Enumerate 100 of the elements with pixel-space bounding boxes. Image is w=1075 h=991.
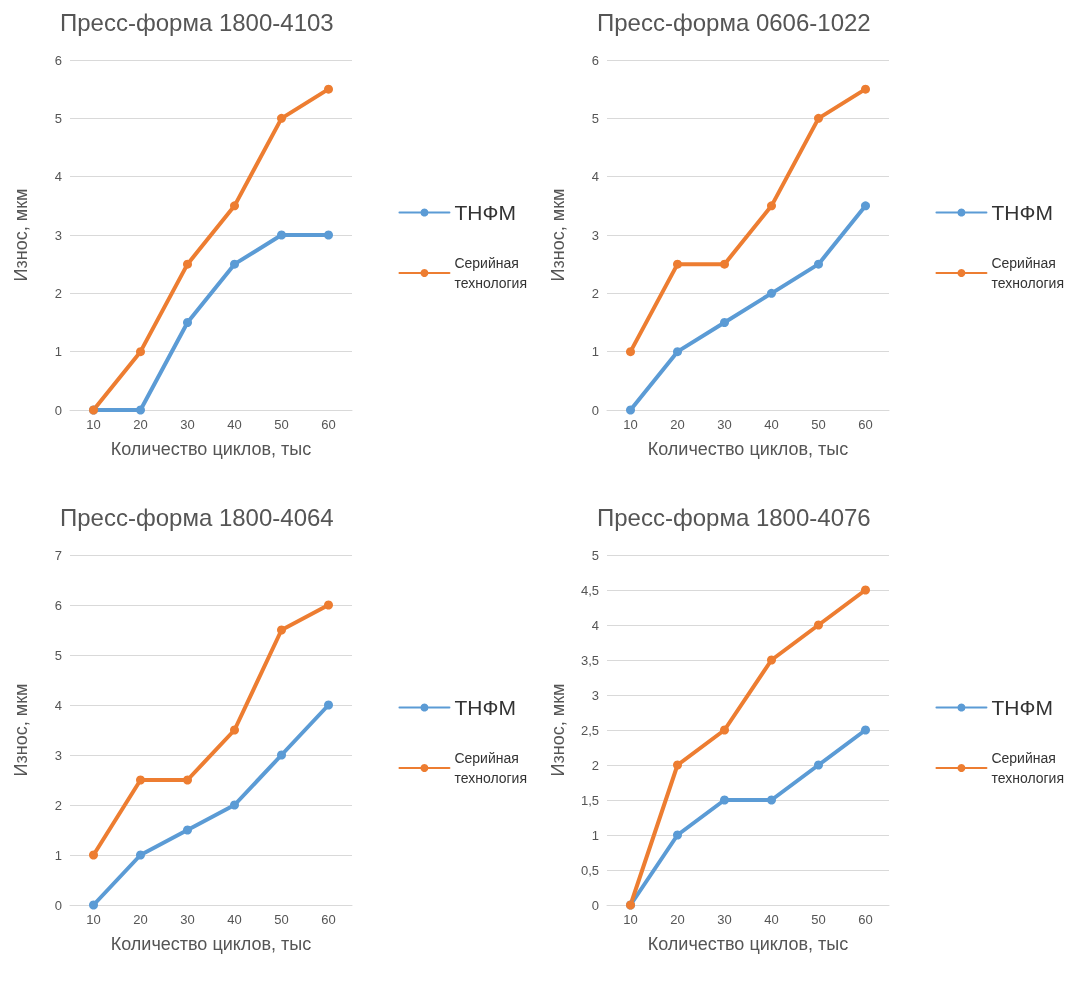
x-tick-label: 40 — [764, 912, 779, 927]
x-tick-label: 20 — [670, 912, 685, 927]
x-tick-label: 30 — [717, 912, 732, 927]
y-tick-label: 1 — [54, 847, 62, 863]
y-tick-label: 0 — [591, 897, 599, 913]
y-axis-title: Износ, мкм — [548, 188, 568, 282]
point — [230, 800, 239, 810]
y-tick-label: 4 — [54, 169, 62, 185]
chart-title: Пресс-форма 0606-1022 — [597, 8, 871, 36]
x-tick-label: 40 — [227, 417, 242, 432]
y-tick-label: 5 — [54, 110, 62, 126]
y-tick-label: 3 — [54, 747, 62, 763]
y-tick-label: 2 — [591, 757, 599, 773]
chart-title: Пресс-форма 1800-4076 — [597, 503, 871, 531]
y-tick-label: 3,5 — [580, 652, 599, 668]
y-tick-label: 4 — [591, 617, 599, 633]
x-tick-label: 10 — [86, 417, 101, 432]
point — [89, 900, 98, 910]
point — [277, 113, 286, 123]
legend-label: Серийная технология — [454, 750, 528, 786]
x-tick-label: 60 — [321, 417, 336, 432]
legend-label: ТНФМ — [991, 201, 1053, 224]
point — [626, 405, 635, 415]
point — [136, 405, 145, 415]
y-tick-label: 2,5 — [580, 722, 599, 738]
y-tick-label: 6 — [54, 52, 62, 68]
y-tick-label: 7 — [54, 547, 62, 563]
chart-title: Пресс-форма 1800-4103 — [60, 8, 334, 36]
point — [767, 288, 776, 298]
x-tick-label: 60 — [858, 417, 873, 432]
x-tick-label: 30 — [717, 417, 732, 432]
y-tick-label: 1,5 — [580, 792, 599, 808]
x-tick-label: 10 — [623, 417, 638, 432]
point — [673, 760, 682, 770]
y-tick-label: 0,5 — [580, 862, 599, 878]
point — [136, 775, 145, 785]
point — [861, 725, 870, 735]
point — [861, 201, 870, 211]
point — [277, 750, 286, 760]
y-tick-label: 4 — [54, 697, 62, 713]
y-tick-label: 2 — [54, 797, 62, 813]
y-tick-label: 5 — [591, 110, 599, 126]
y-tick-label: 6 — [54, 597, 62, 613]
point — [814, 259, 823, 269]
legend-label: Серийная технология — [454, 255, 528, 291]
point — [767, 795, 776, 805]
point — [89, 850, 98, 860]
point — [673, 259, 682, 269]
point — [720, 795, 729, 805]
point — [183, 259, 192, 269]
y-tick-label: 3 — [591, 227, 599, 243]
point — [230, 201, 239, 211]
y-tick-label: 5 — [591, 547, 599, 563]
y-tick-label: 4,5 — [580, 582, 599, 598]
point — [183, 318, 192, 327]
x-tick-label: 50 — [274, 912, 289, 927]
point — [720, 318, 729, 327]
point — [861, 84, 870, 94]
x-tick-label: 50 — [811, 912, 826, 927]
x-axis-title: Количество циклов, тыс — [110, 934, 312, 954]
point — [230, 725, 239, 735]
y-tick-label: 4 — [591, 169, 599, 185]
legend-label: ТНФМ — [454, 696, 516, 719]
x-axis-title: Количество циклов, тыс — [110, 439, 312, 459]
point — [324, 230, 333, 240]
point — [720, 725, 729, 735]
y-tick-label: 2 — [54, 285, 62, 301]
point — [183, 825, 192, 835]
y-tick-label: 6 — [591, 52, 599, 68]
point — [277, 625, 286, 635]
legend-label: Серийная технология — [991, 750, 1065, 786]
y-axis-title: Износ, мкм — [548, 683, 568, 777]
point — [673, 830, 682, 840]
point — [277, 230, 286, 240]
y-tick-label: 1 — [54, 344, 62, 360]
x-tick-label: 10 — [623, 912, 638, 927]
x-axis-title: Количество циклов, тыс — [647, 934, 849, 954]
legend-label: Серийная технология — [991, 255, 1065, 291]
x-tick-label: 50 — [274, 417, 289, 432]
x-tick-label: 30 — [180, 417, 195, 432]
x-tick-label: 40 — [764, 417, 779, 432]
point — [136, 850, 145, 860]
x-tick-label: 60 — [321, 912, 336, 927]
point — [324, 84, 333, 94]
point — [767, 201, 776, 211]
point — [324, 600, 333, 610]
y-tick-label: 3 — [591, 687, 599, 703]
x-tick-label: 10 — [86, 912, 101, 927]
x-tick-label: 40 — [227, 912, 242, 927]
point — [861, 585, 870, 595]
point — [767, 655, 776, 665]
x-tick-label: 50 — [811, 417, 826, 432]
x-tick-label: 20 — [133, 417, 148, 432]
y-tick-label: 0 — [54, 897, 62, 913]
x-tick-label: 60 — [858, 912, 873, 927]
y-tick-label: 5 — [54, 647, 62, 663]
point — [720, 259, 729, 269]
point — [136, 347, 145, 357]
point — [814, 760, 823, 770]
y-axis-title: Износ, мкм — [11, 683, 31, 777]
